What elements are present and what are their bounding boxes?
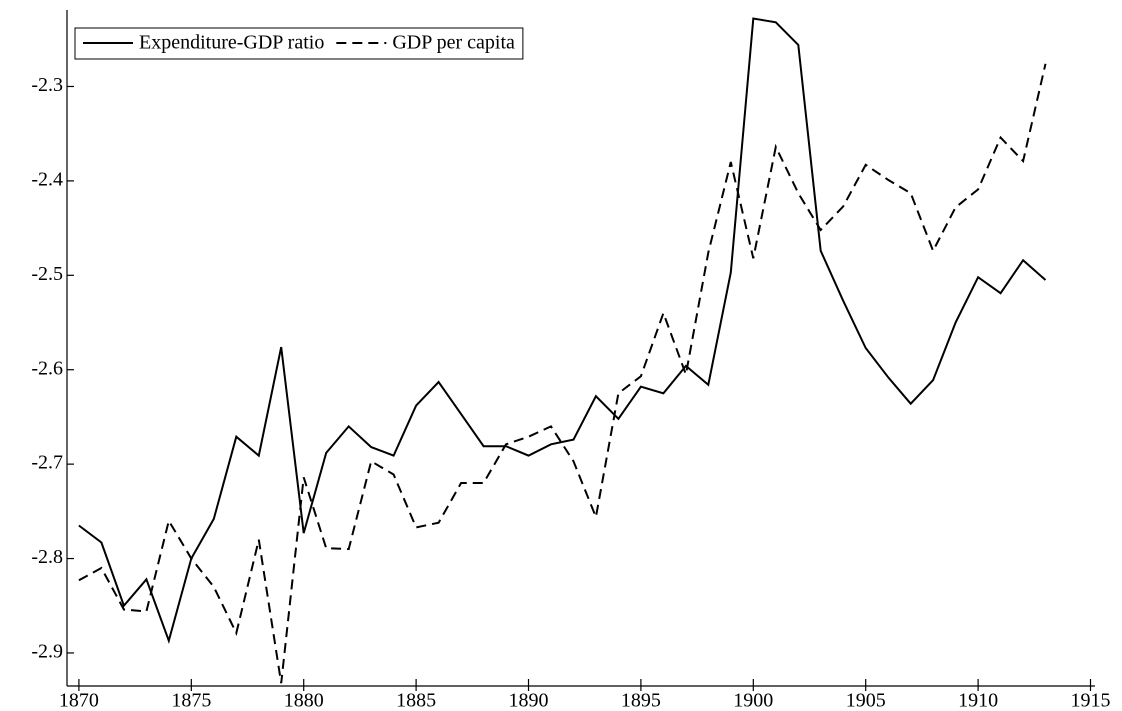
x-tick-label: 1880 <box>284 690 324 711</box>
line-series <box>78 17 1047 644</box>
legend-label: Expenditure-GDP ratio <box>139 32 324 54</box>
y-tick-label: -2.7 <box>31 452 63 474</box>
x-tick-label: 1885 <box>396 690 436 711</box>
x-tick-label: 1910 <box>958 690 998 711</box>
x-tick-label: 1870 <box>59 690 99 711</box>
x-tick-label: 1915 <box>1071 690 1111 711</box>
y-tick-label: -2.9 <box>31 641 63 663</box>
x-tick-label: 1900 <box>733 690 773 711</box>
legend-box <box>74 27 524 60</box>
y-tick-label: -2.3 <box>31 74 63 96</box>
legend-label: GDP per capita <box>392 32 515 54</box>
line-series <box>78 63 1047 684</box>
legend: Expenditure-GDP ratio GDP per capita <box>74 27 524 60</box>
x-tick-label: 1905 <box>846 690 886 711</box>
x-tick-label: 1895 <box>621 690 661 711</box>
x-tick-label: 1875 <box>171 690 211 711</box>
y-tick-label: -2.8 <box>31 546 63 568</box>
y-tick-label: -2.4 <box>31 168 63 190</box>
x-tick-label: 1890 <box>509 690 549 711</box>
y-tick-label: -2.5 <box>31 263 63 285</box>
y-tick-label: -2.6 <box>31 357 63 379</box>
